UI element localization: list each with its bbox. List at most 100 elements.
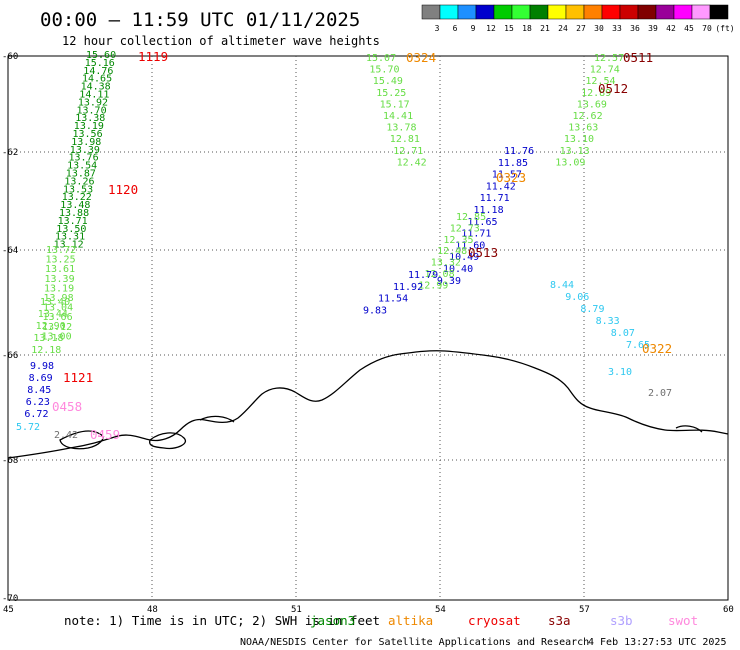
wave-height-value: 8.07: [611, 328, 635, 339]
pass-labels: 1119 0324 0511 0512 1120 0323 0513 0322 1121 0458…: [52, 49, 672, 442]
colorbar-swatch: [475, 4, 495, 20]
wave-height-value: 12.18: [31, 345, 61, 356]
wave-height-value: 9.98: [30, 361, 54, 372]
lon-label: 45: [3, 605, 14, 615]
wave-height-value: 6.23: [26, 397, 50, 408]
wave-height-value: 13.10: [564, 134, 594, 145]
pass-time-label: 0511: [623, 50, 653, 65]
wave-height-value: 11.71: [480, 193, 510, 204]
wave-height-value: 11.71: [461, 229, 491, 240]
wave-height-value: 2.07: [648, 388, 672, 399]
wave-height-value: 13.78: [386, 123, 416, 134]
map-title: 00:00 – 11:59 UTC 01/11/2025: [40, 9, 360, 31]
wave-height-value: 11.85: [498, 158, 528, 169]
satellite-legend: jason3 altika cryosat s3a s3b swot: [310, 613, 698, 628]
colorbar-swatch: [583, 4, 603, 20]
wave-height-value: 14.38: [81, 82, 111, 93]
colorbar-label: 30: [594, 24, 604, 33]
wave-height-value: 14.41: [383, 111, 413, 122]
wave-height-value: 13.92: [78, 97, 108, 108]
colorbar-label: 36: [630, 24, 640, 33]
wave-height-value: 9.83: [363, 305, 387, 316]
wave-height-value: 12.54: [585, 76, 615, 87]
wave-height-value: 15.70: [369, 65, 399, 76]
colorbar-label: 21: [540, 24, 550, 33]
wave-height-value: 12.57: [594, 53, 624, 64]
wave-height-value: 13.22: [62, 192, 92, 203]
wave-height-value: 13.76: [69, 153, 99, 164]
wave-height-value: 13.98: [71, 137, 101, 148]
wave-height-value: 13.61: [45, 264, 75, 275]
wave-height-value: 12.89: [581, 88, 611, 99]
colorbar-swatch: [709, 4, 729, 20]
pass-time-label: 0322: [642, 341, 672, 356]
wave-height-value: 13.69: [577, 99, 607, 110]
lat-label: -62: [2, 148, 18, 158]
wave-height-value: 12.99: [418, 280, 448, 291]
wave-height-value: 2.42: [54, 430, 78, 441]
footer-timestamp: 4 Feb 13:27:53 UTC 2025: [588, 637, 726, 648]
colorbar-label: 6: [453, 24, 458, 33]
wave-height-value: 13.13: [560, 146, 590, 157]
colorbar-label: (ft): [715, 24, 734, 33]
wave-height-value: 11.54: [378, 294, 408, 305]
colorbar-label: 45: [684, 24, 694, 33]
lat-label: -68: [2, 456, 18, 466]
legend-satellite-s3a: s3a: [548, 613, 571, 628]
colorbar-label: 39: [648, 24, 658, 33]
wave-height-value: 12.90: [36, 321, 66, 332]
longitude-labels: 45 48 51 54 57 60: [3, 605, 734, 615]
wave-height-value: 13.09: [555, 157, 585, 168]
lon-label: 51: [291, 605, 302, 615]
wave-height-value: 13.39: [45, 274, 75, 285]
wave-height-value: 11.92: [393, 282, 423, 293]
colorbar-label: 27: [576, 24, 586, 33]
wave-height-value: 13.40: [40, 297, 70, 308]
pass-time-label: 0323: [496, 170, 526, 185]
colorbar-swatch: [637, 4, 657, 20]
colorbar-swatch: [493, 4, 513, 20]
wave-height-value: 9.39: [437, 276, 461, 287]
wave-height-value: 13.04: [43, 303, 73, 314]
pass-time-label: 1119: [138, 49, 168, 64]
wave-height-value: 12.42: [397, 157, 427, 168]
legend-satellite-swot: swot: [668, 613, 698, 628]
plot-frame: [7, 55, 729, 601]
wave-height-value: 14.76: [83, 66, 113, 77]
lon-label: 48: [147, 605, 158, 615]
wave-height-value: 11.76: [504, 146, 534, 157]
colorbar-swatch: [673, 4, 693, 20]
colorbar-swatch: [619, 4, 639, 20]
lon-label: 57: [579, 605, 590, 615]
wave-height-value: 12.85: [456, 212, 486, 223]
wave-height-value: 8.45: [27, 385, 51, 396]
wave-height-value: 12.74: [590, 65, 620, 76]
graticule: [8, 56, 728, 600]
pass-time-label: 0513: [468, 245, 498, 260]
wave-height-value: 8.44: [550, 280, 574, 291]
colorbar-swatch: [565, 4, 585, 20]
wave-height-value: 13.66: [43, 312, 73, 323]
wave-height-value: 11.60: [455, 240, 485, 251]
wave-height-value: 5.72: [16, 422, 40, 433]
wave-height-value: 14.65: [82, 74, 112, 85]
wave-height-value: 13.26: [64, 176, 94, 187]
coastline: [7, 350, 729, 459]
colorbar-swatch: [691, 4, 711, 20]
colorbar-swatch: [547, 4, 567, 20]
wave-height-value: 13.98: [44, 293, 74, 304]
wave-height-value: 13.31: [55, 232, 85, 243]
lon-label: 60: [723, 605, 734, 615]
note-text: note: 1) Time is in UTC; 2) SWH is in fe…: [64, 613, 380, 628]
map-subtitle: 12 hour collection of altimeter wave hei…: [62, 34, 380, 48]
wave-height-value: 13.71: [58, 216, 88, 227]
wave-height-value: 13.44: [38, 309, 68, 320]
wave-height-value: 12.08: [425, 269, 455, 280]
wave-height-value: 13.12: [54, 240, 84, 251]
wave-height-value: 15.25: [376, 88, 406, 99]
wave-height-value: 13.39: [70, 145, 100, 156]
colorbar-swatch: [439, 4, 459, 20]
lat-label: -60: [2, 52, 18, 62]
legend-satellite-s3b: s3b: [610, 613, 633, 628]
